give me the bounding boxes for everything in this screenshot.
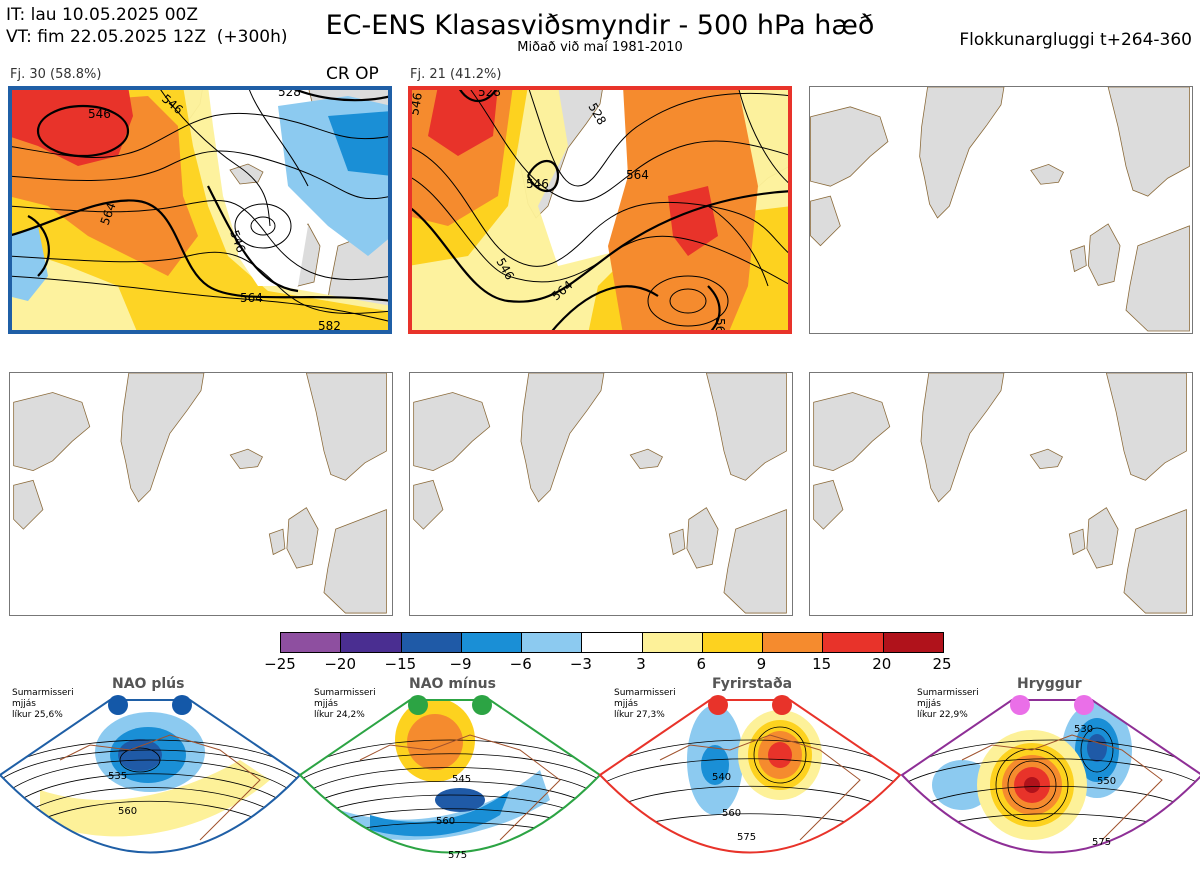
colorbar-tick-label: −9 bbox=[449, 655, 472, 673]
page-title: EC-ENS Klasasviðsmyndir - 500 hPa hæð bbox=[325, 10, 875, 41]
colorbar-tick-label: 9 bbox=[756, 655, 767, 673]
contour-label: 546 bbox=[88, 107, 111, 121]
colorbar-tick-label: −25 bbox=[264, 655, 296, 673]
regime-label: 560 bbox=[118, 806, 137, 817]
panel-2-label: Fj. 21 (41.2%) bbox=[410, 67, 502, 82]
contour-label: 546 bbox=[526, 177, 549, 191]
init-time-block: IT: lau 10.05.2025 00Z VT: fim 22.05.2025… bbox=[6, 4, 288, 48]
regime-label: 545 bbox=[452, 774, 471, 785]
panel-1-label: Fj. 30 (58.8%) bbox=[10, 67, 102, 82]
cluster-map-1: 546 546 528 564 546 564 582 bbox=[8, 86, 392, 334]
regime-title-nao-minus: NAO mínus bbox=[409, 676, 496, 692]
cluster-map-6 bbox=[809, 372, 1193, 616]
contour-label: 564 bbox=[626, 168, 649, 182]
regime-note-nao-minus: Sumarmisseri mjjás líkur 24,2% bbox=[314, 688, 376, 720]
cluster-map-4 bbox=[9, 372, 393, 616]
regime-title-nao-plus: NAO plús bbox=[112, 676, 185, 692]
regime-note-nao-plus: Sumarmisseri mjjás líkur 25,6% bbox=[12, 688, 74, 720]
panel-1-badge: CR OP bbox=[326, 64, 379, 84]
colorbar-tick-label: −15 bbox=[384, 655, 417, 673]
regime-label: 575 bbox=[737, 832, 756, 843]
regime-title-blocking: Fyrirstaða bbox=[712, 676, 793, 692]
colorbar-tick-label: 15 bbox=[812, 655, 832, 673]
colorbar-tick-label: −3 bbox=[569, 655, 592, 673]
contour-label: 56 bbox=[713, 318, 727, 333]
colorbar-swatch bbox=[762, 633, 823, 652]
contour-label: 564 bbox=[240, 291, 263, 305]
regime-label: 550 bbox=[1097, 776, 1116, 787]
colorbar-tick-label: 3 bbox=[636, 655, 646, 673]
colorbar-swatch bbox=[822, 633, 883, 652]
regime-note-blocking: Sumarmisseri mjjás líkur 27,3% bbox=[614, 688, 676, 720]
valid-time: VT: fim 22.05.2025 12Z (+300h) bbox=[6, 27, 288, 47]
colorbar-tick-label: 20 bbox=[872, 655, 892, 673]
cluster-map-5 bbox=[409, 372, 793, 616]
regime-label: 535 bbox=[108, 771, 127, 782]
colorbar-swatch bbox=[641, 633, 702, 652]
colorbar-swatch bbox=[521, 633, 582, 652]
colorbar-swatch bbox=[340, 633, 401, 652]
cluster-map-2: 546 528 528 546 564 546 564 56 bbox=[408, 86, 792, 334]
anomaly-colorbar bbox=[280, 632, 944, 653]
colorbar-tick-label: 25 bbox=[932, 655, 952, 673]
contour-label: 528 bbox=[278, 86, 301, 99]
regime-label: 575 bbox=[1092, 837, 1111, 848]
contour-label: 546 bbox=[408, 92, 425, 117]
colorbar-swatch bbox=[460, 633, 522, 652]
colorbar-swatch bbox=[400, 633, 461, 652]
contour-label: 528 bbox=[478, 86, 501, 99]
regime-maps: 535 560 545 560 575 bbox=[0, 695, 1200, 861]
regime-note-ridge: Sumarmisseri mjjás líkur 22,9% bbox=[917, 688, 979, 720]
classification-window: Flokkunargluggi t+264-360 bbox=[959, 30, 1192, 50]
regime-label: 560 bbox=[436, 816, 455, 827]
contour-label: 582 bbox=[318, 319, 341, 333]
regime-label: 540 bbox=[712, 772, 731, 783]
colorbar-tick-label: −6 bbox=[509, 655, 532, 673]
page-subtitle: Miðað við maí 1981-2010 bbox=[517, 40, 683, 55]
colorbar-swatch bbox=[281, 633, 341, 652]
cluster-map-3 bbox=[809, 86, 1193, 334]
regime-label: 575 bbox=[448, 850, 467, 861]
colorbar-swatch bbox=[882, 633, 943, 652]
regime-label: 530 bbox=[1074, 724, 1093, 735]
colorbar-swatch bbox=[701, 633, 763, 652]
init-time: IT: lau 10.05.2025 00Z bbox=[6, 5, 198, 25]
colorbar-swatch bbox=[581, 633, 642, 652]
colorbar-tick-label: 6 bbox=[696, 655, 707, 673]
colorbar-tick-label: −20 bbox=[324, 655, 356, 673]
regime-label: 560 bbox=[722, 808, 741, 819]
regime-title-ridge: Hryggur bbox=[1017, 676, 1082, 692]
